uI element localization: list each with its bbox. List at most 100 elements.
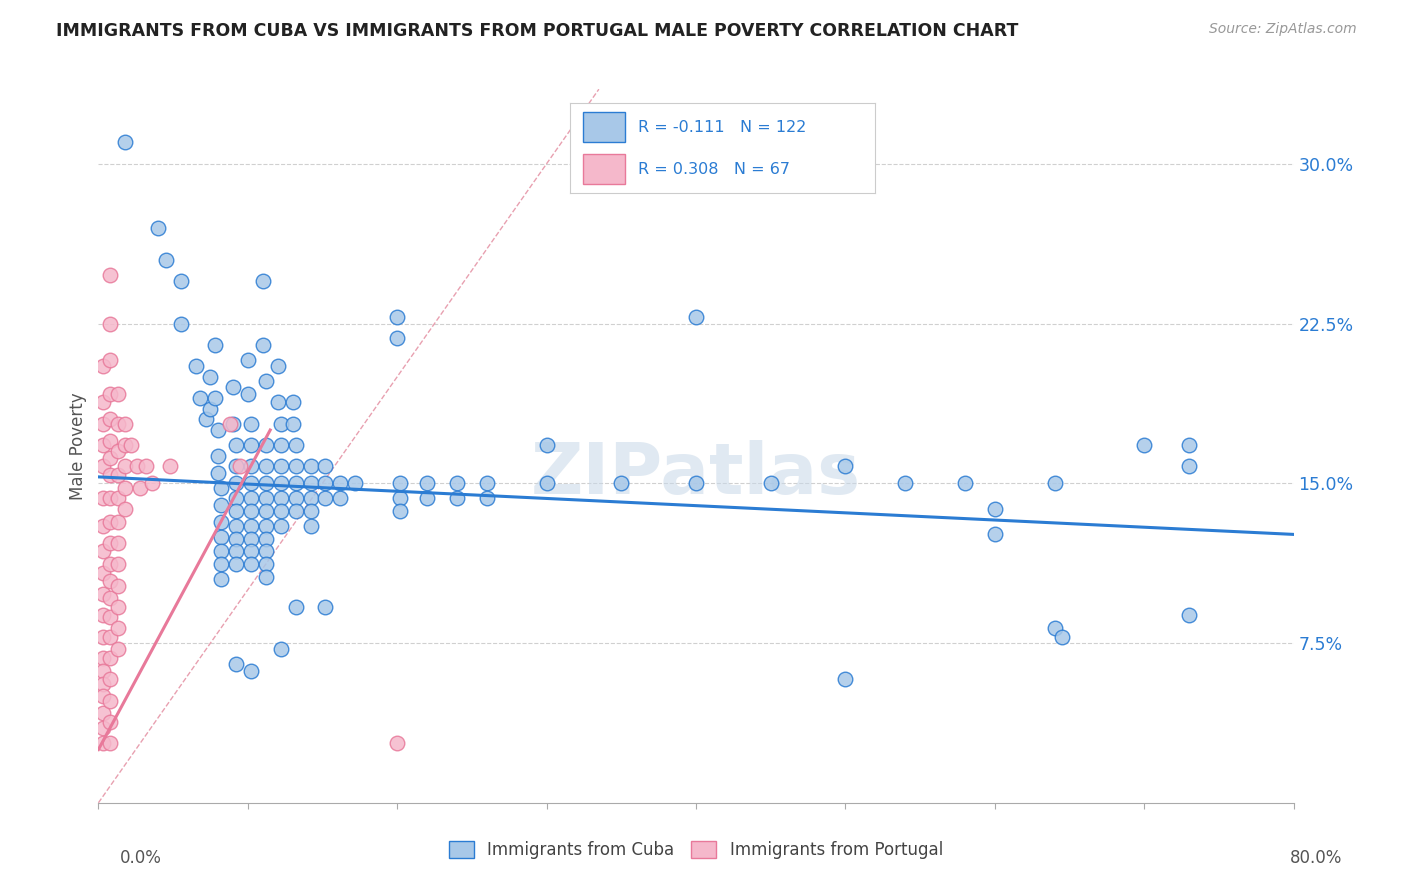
Point: [209, 481, 232, 495]
Point: [270, 504, 292, 518]
Point: [91, 676, 114, 690]
Point: [254, 491, 277, 506]
Point: [91, 519, 114, 533]
Point: [207, 449, 229, 463]
Point: [385, 310, 409, 325]
Point: [207, 423, 229, 437]
Point: [299, 504, 322, 518]
Point: [98, 651, 122, 665]
Point: [239, 519, 262, 533]
Point: [834, 459, 856, 474]
Point: [169, 274, 191, 288]
Point: [225, 558, 247, 572]
Point: [759, 476, 782, 491]
Point: [239, 558, 262, 572]
Point: [204, 338, 226, 352]
Point: [98, 591, 122, 606]
Point: [315, 491, 337, 506]
Point: [91, 417, 114, 431]
Point: [91, 664, 114, 678]
Point: [98, 536, 122, 550]
Point: [254, 504, 277, 518]
Point: [225, 519, 247, 533]
Y-axis label: Male Poverty: Male Poverty: [69, 392, 87, 500]
Point: [209, 529, 232, 543]
Point: [894, 476, 917, 491]
Point: [475, 476, 498, 491]
Point: [984, 501, 1007, 516]
Point: [222, 417, 245, 431]
Point: [254, 558, 277, 572]
Point: [107, 467, 129, 482]
Point: [239, 438, 262, 452]
Text: Source: ZipAtlas.com: Source: ZipAtlas.com: [1209, 22, 1357, 37]
Point: [91, 690, 114, 704]
Point: [209, 572, 232, 586]
Point: [267, 359, 290, 373]
Point: [91, 608, 114, 623]
Point: [1043, 476, 1066, 491]
Point: [329, 491, 352, 506]
Point: [114, 136, 136, 150]
Point: [284, 599, 307, 614]
Point: [222, 380, 245, 394]
Point: [254, 544, 277, 558]
Point: [107, 491, 129, 506]
Point: [536, 476, 558, 491]
Point: [91, 544, 114, 558]
Point: [91, 566, 114, 580]
Point: [91, 651, 114, 665]
Point: [299, 519, 322, 533]
Point: [209, 558, 232, 572]
Point: [239, 664, 262, 678]
Point: [389, 476, 412, 491]
Point: [267, 395, 290, 409]
Point: [254, 476, 277, 491]
Point: [114, 501, 136, 516]
Point: [299, 476, 322, 491]
Point: [98, 386, 122, 401]
Point: [239, 544, 262, 558]
Point: [270, 642, 292, 657]
Point: [685, 310, 707, 325]
Point: [114, 459, 136, 474]
Point: [229, 459, 252, 474]
Point: [98, 714, 122, 729]
Point: [254, 532, 277, 546]
Point: [91, 359, 114, 373]
Point: [91, 491, 114, 506]
Point: [127, 459, 149, 474]
Point: [254, 374, 277, 388]
Point: [219, 417, 242, 431]
Point: [239, 491, 262, 506]
Point: [98, 558, 122, 572]
Point: [225, 459, 247, 474]
Point: [270, 491, 292, 506]
Point: [91, 395, 114, 409]
Point: [1133, 438, 1156, 452]
Point: [107, 558, 129, 572]
Point: [91, 736, 114, 750]
Point: [98, 450, 122, 465]
Point: [536, 438, 558, 452]
Point: [225, 491, 247, 506]
Point: [315, 459, 337, 474]
Point: [239, 476, 262, 491]
Point: [834, 672, 856, 686]
Point: [107, 536, 129, 550]
Point: [389, 491, 412, 506]
Point: [98, 672, 122, 686]
Point: [299, 491, 322, 506]
Point: [284, 438, 307, 452]
Point: [385, 736, 409, 750]
Point: [270, 476, 292, 491]
Point: [209, 515, 232, 529]
Point: [225, 544, 247, 558]
Point: [284, 459, 307, 474]
Point: [281, 417, 304, 431]
Point: [141, 476, 163, 491]
Point: [207, 466, 229, 480]
Point: [107, 599, 129, 614]
Point: [252, 338, 274, 352]
Legend: Immigrants from Cuba, Immigrants from Portugal: Immigrants from Cuba, Immigrants from Po…: [443, 834, 949, 866]
